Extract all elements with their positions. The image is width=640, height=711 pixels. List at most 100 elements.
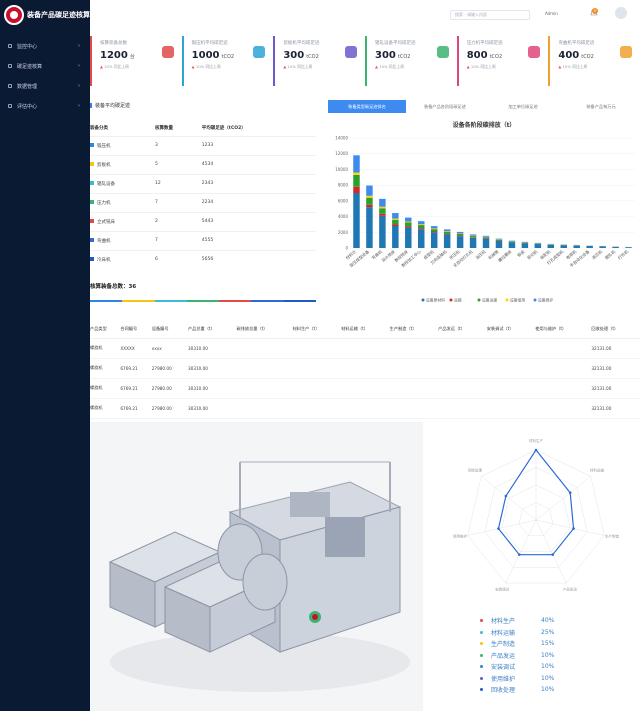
bar-segment[interactable] — [353, 186, 360, 193]
bar-segment[interactable] — [430, 228, 438, 230]
bar-segment[interactable] — [612, 246, 619, 248]
bar-segment[interactable] — [508, 240, 516, 242]
bar-segment[interactable] — [482, 238, 490, 248]
bar-segment[interactable] — [392, 218, 399, 220]
radar-point[interactable] — [504, 494, 508, 498]
table-row[interactable]: 螺旋机 6769.21 27980.00 30310.00 32131.00 — [90, 358, 640, 379]
radar-point[interactable] — [568, 491, 572, 495]
table-row[interactable]: 立式铣床 2 5443 — [90, 211, 316, 231]
bar-segment[interactable] — [353, 155, 360, 173]
bar-segment[interactable] — [456, 234, 464, 236]
bar-segment[interactable] — [573, 245, 580, 248]
bar-segment[interactable] — [495, 238, 503, 240]
bar-segment[interactable] — [443, 233, 451, 235]
bar-segment[interactable] — [379, 215, 386, 248]
bar-segment[interactable] — [366, 185, 373, 196]
avatar[interactable] — [615, 7, 627, 19]
table-row[interactable]: 冷床机 6 5656 — [90, 249, 316, 269]
bar-segment[interactable] — [469, 237, 477, 238]
bar-segment[interactable] — [379, 206, 386, 209]
bar-segment[interactable] — [443, 231, 451, 232]
bar-segment[interactable] — [443, 234, 451, 248]
bar-segment[interactable] — [392, 226, 399, 248]
bar-segment[interactable] — [366, 197, 373, 205]
bar-segment[interactable] — [353, 193, 360, 248]
bar-segment[interactable] — [547, 244, 555, 248]
bar-segment[interactable] — [521, 243, 529, 248]
radar-point[interactable] — [497, 527, 500, 530]
bar-segment[interactable] — [482, 235, 490, 237]
bar-segment[interactable] — [599, 246, 606, 248]
bar-segment[interactable] — [456, 236, 464, 248]
bar-segment[interactable] — [405, 226, 412, 228]
bar-segment[interactable] — [418, 228, 425, 230]
bar-segment[interactable] — [392, 219, 399, 225]
bar-segment[interactable] — [469, 237, 477, 248]
radar-point[interactable] — [551, 553, 555, 556]
bar-segment[interactable] — [430, 232, 438, 248]
table-row[interactable]: 锻压机 3 1233 — [90, 135, 316, 155]
bar-segment[interactable] — [534, 244, 542, 248]
table-row[interactable]: 弯曲机 7 4555 — [90, 230, 316, 250]
sidebar-item-0[interactable]: 监控中心 › — [0, 36, 90, 56]
bar-segment[interactable] — [418, 221, 425, 225]
bar-segment[interactable] — [366, 207, 373, 248]
bar-segment[interactable] — [469, 236, 477, 238]
bar-segment[interactable] — [508, 241, 516, 243]
table-row[interactable]: 压力机 7 2234 — [90, 192, 316, 212]
tab-3[interactable]: 装备产品每万元 — [586, 104, 616, 109]
bar-segment[interactable] — [379, 198, 386, 207]
bar-segment[interactable] — [405, 222, 412, 227]
bar-segment[interactable] — [430, 226, 438, 229]
bar-segment[interactable] — [456, 233, 464, 235]
sidebar-item-3[interactable]: 评估中心 › — [0, 96, 90, 116]
bar-segment[interactable] — [456, 231, 464, 234]
tab-2[interactable]: 加工单位碳足迹 — [508, 104, 538, 109]
bar-segment[interactable] — [353, 174, 360, 187]
bar-segment[interactable] — [443, 231, 451, 234]
bar-segment[interactable] — [495, 240, 503, 248]
user-name[interactable]: Admin — [545, 11, 558, 16]
bar-segment[interactable] — [418, 225, 425, 229]
radar-point[interactable] — [517, 553, 521, 556]
table-row[interactable]: 螺旋机 6769.21 27980.00 30310.00 32131.00 — [90, 398, 640, 419]
bar-segment[interactable] — [418, 229, 425, 248]
bar-segment[interactable] — [495, 239, 503, 241]
bar-segment[interactable] — [353, 172, 360, 175]
bar-segment[interactable] — [392, 213, 399, 219]
bar-segment[interactable] — [430, 229, 438, 232]
sidebar-item-2[interactable]: 数据管理 › — [0, 76, 90, 96]
kpi-card: 剪板机平均碳足迹 300 tCO2 ▲ 10% 同比上周 — [273, 36, 365, 86]
bar-segment[interactable] — [469, 234, 477, 236]
bar-segment[interactable] — [482, 237, 490, 239]
bar-segment[interactable] — [560, 245, 567, 248]
bar-segment[interactable] — [366, 195, 373, 198]
search-input[interactable]: 搜索 - 请输入内容 — [450, 10, 530, 20]
tab-1[interactable]: 装备产品各阶段碳足迹 — [424, 104, 466, 109]
radar-point[interactable] — [572, 527, 575, 530]
tab-0[interactable]: 装备类型碳足迹排名 — [328, 100, 406, 113]
bar-segment[interactable] — [405, 221, 412, 223]
table-row[interactable]: 剪板机 5 4534 — [90, 154, 316, 174]
bar-segment[interactable] — [366, 204, 373, 208]
table-cell — [486, 358, 536, 379]
cell-count: 6 — [155, 249, 202, 269]
radar-point[interactable] — [534, 448, 538, 452]
table-row[interactable]: 辊轧设备 12 2343 — [90, 173, 316, 193]
bar-segment[interactable] — [430, 231, 438, 233]
bar-segment[interactable] — [405, 217, 412, 222]
bar-segment[interactable] — [443, 229, 451, 232]
bar-segment[interactable] — [508, 242, 516, 249]
sidebar-item-1[interactable]: 碳足迹核算 › — [0, 56, 90, 76]
table-row[interactable]: 螺旋机 6769.21 27980.00 30310.00 32131.00 — [90, 378, 640, 399]
chevron-icon: › — [78, 83, 80, 89]
bar-segment[interactable] — [456, 235, 464, 237]
bar-segment[interactable] — [392, 224, 399, 226]
bar-segment[interactable] — [379, 208, 386, 214]
bar-segment[interactable] — [405, 227, 412, 248]
bar-segment[interactable] — [418, 224, 425, 226]
bar-segment[interactable] — [379, 213, 386, 216]
bar-segment[interactable] — [625, 247, 632, 248]
table-row[interactable]: 螺旋机 XXXXX xxxx 30310.00 32131.00 — [90, 338, 640, 359]
bar-segment[interactable] — [586, 246, 593, 248]
